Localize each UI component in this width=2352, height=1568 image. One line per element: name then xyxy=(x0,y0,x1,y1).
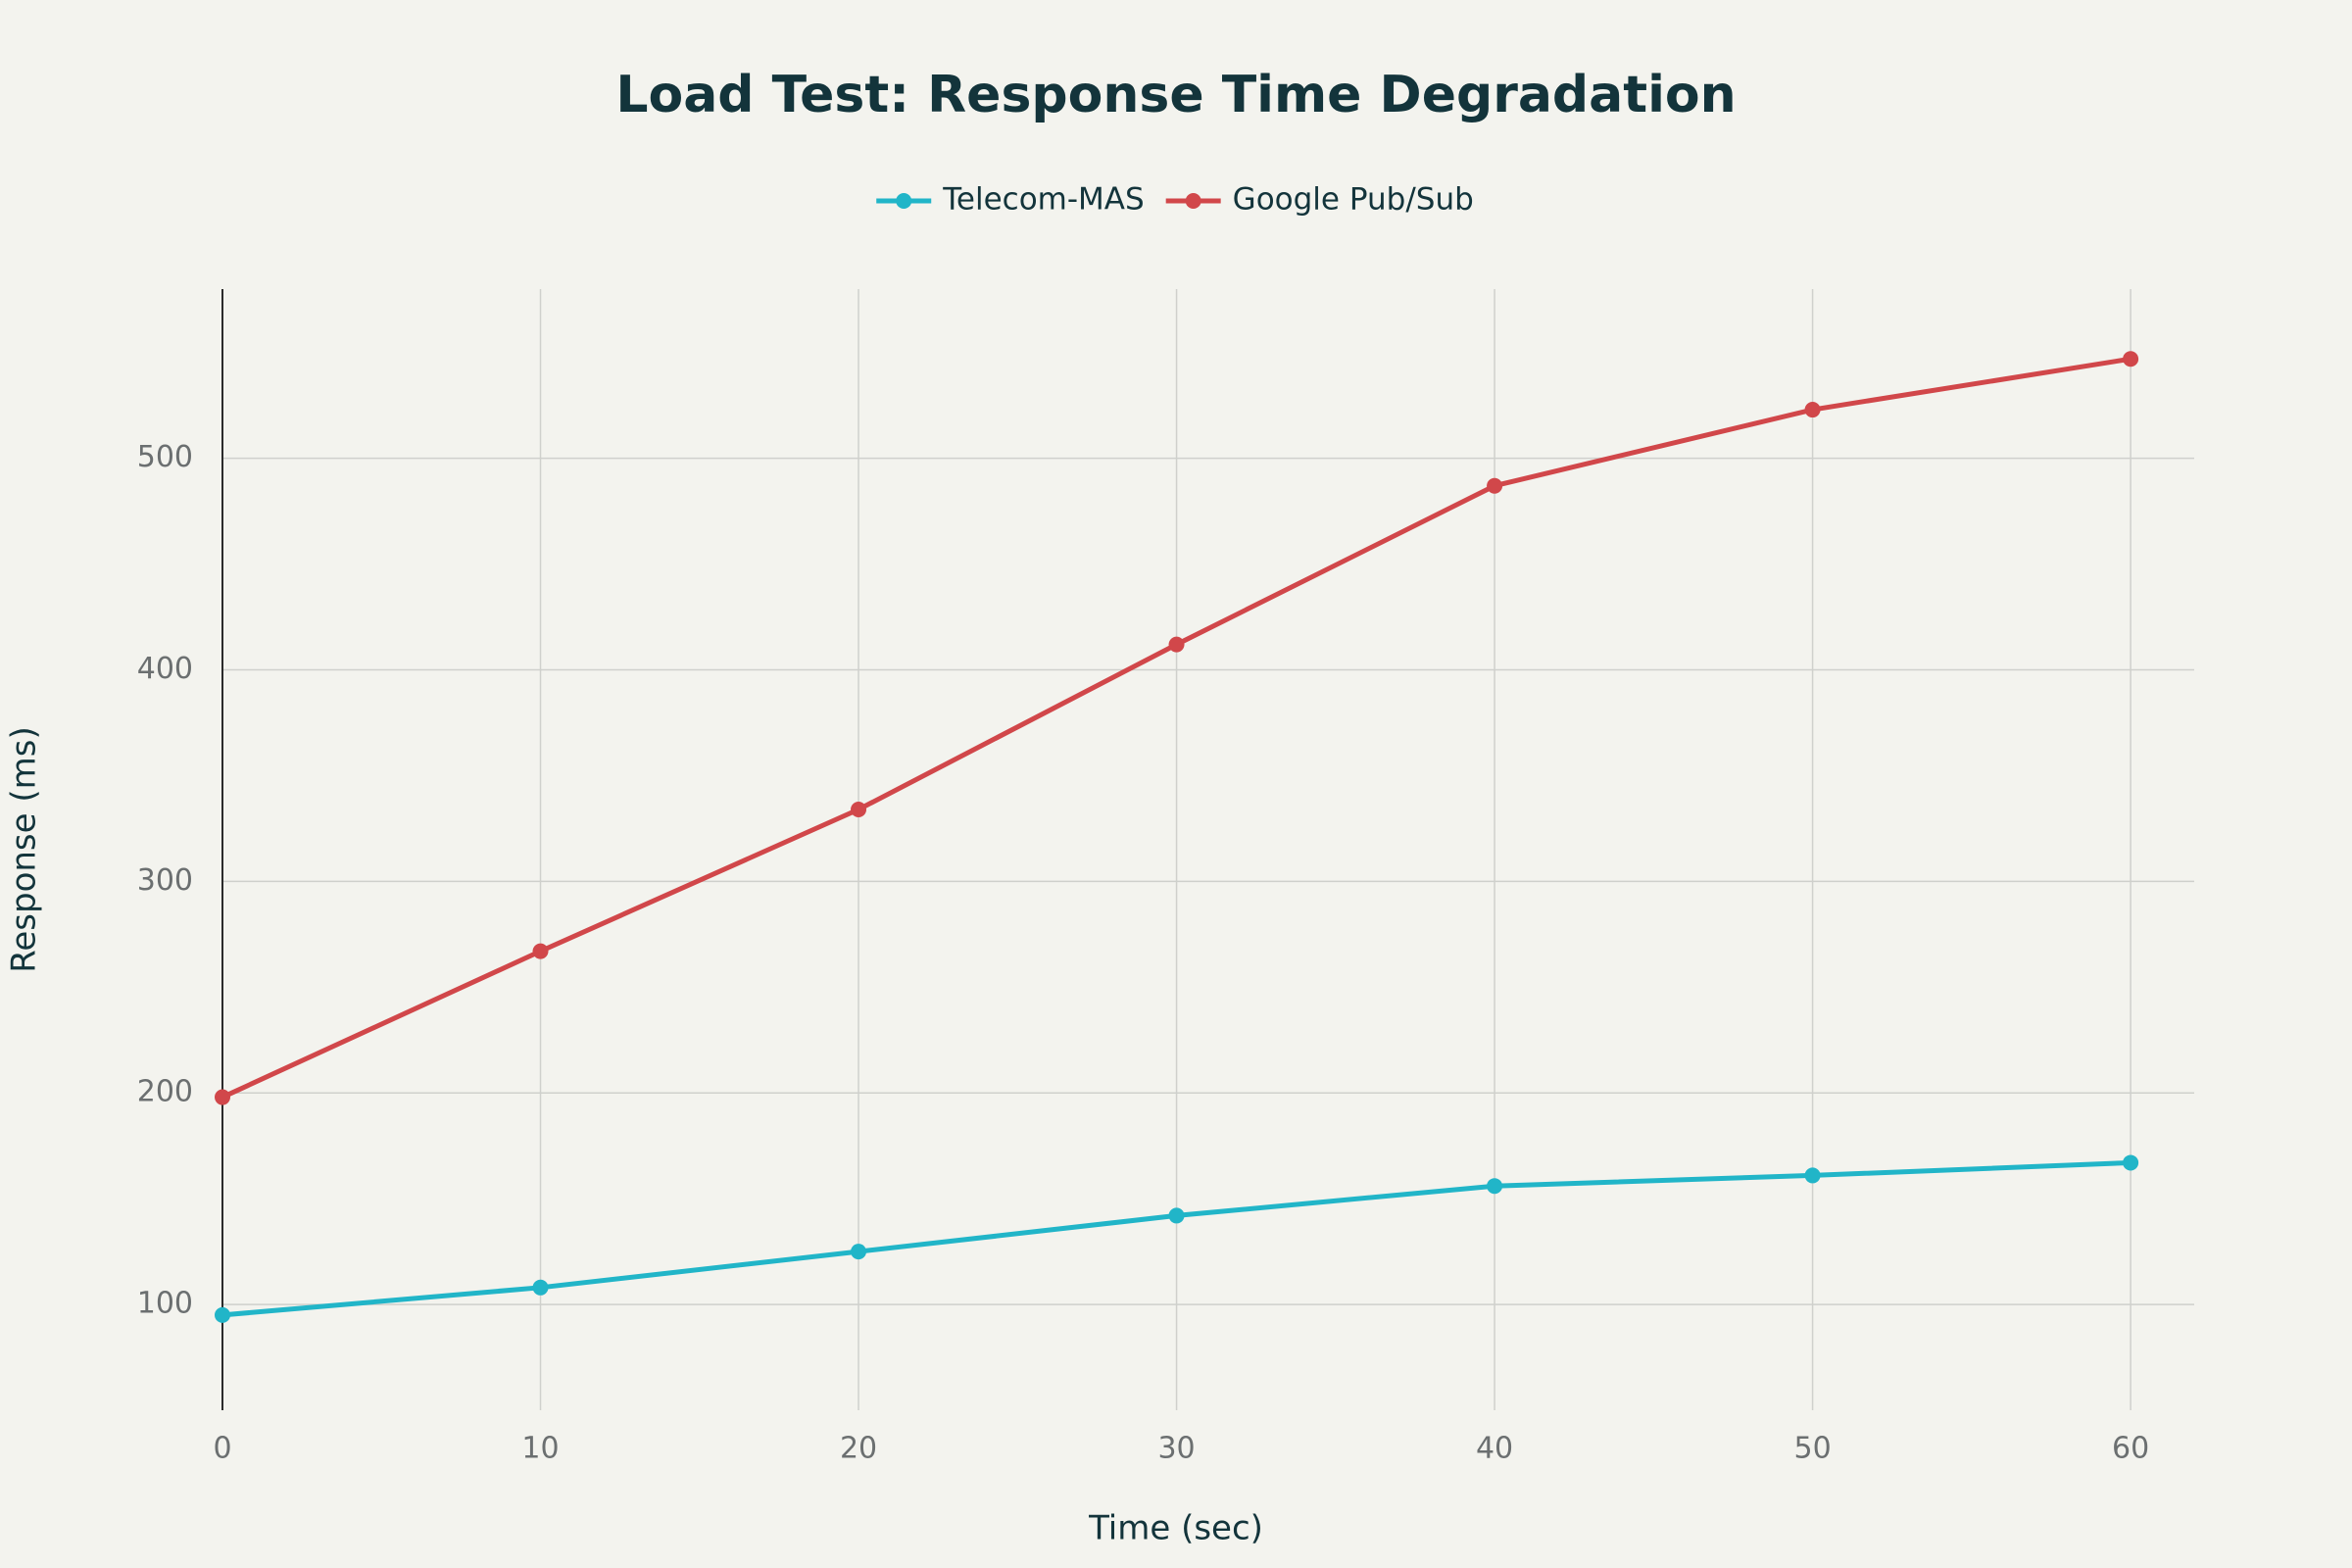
x-tick-label: 40 xyxy=(1476,1432,1513,1466)
y-tick-label: 500 xyxy=(137,440,193,474)
data-point xyxy=(215,1089,230,1105)
data-point xyxy=(215,1306,230,1323)
data-point xyxy=(532,943,549,959)
data-point xyxy=(2123,351,2139,368)
data-point xyxy=(1487,1178,1503,1195)
y-tick-label: 400 xyxy=(137,652,193,686)
legend-label: Google Pub/Sub xyxy=(1233,182,1474,218)
legend-marker xyxy=(896,193,912,209)
x-tick-label: 30 xyxy=(1157,1432,1195,1466)
x-tick-label: 20 xyxy=(840,1432,877,1466)
x-tick-label: 10 xyxy=(521,1432,559,1466)
x-tick-label: 0 xyxy=(213,1432,231,1466)
x-axis-title: Time (sec) xyxy=(1088,1509,1263,1548)
data-point xyxy=(2123,1154,2139,1171)
y-axis-title: Response (ms) xyxy=(5,726,44,972)
data-point xyxy=(1487,477,1503,494)
legend-label: Telecom-MAS xyxy=(942,182,1144,218)
y-tick-label: 100 xyxy=(137,1287,193,1321)
data-point xyxy=(1804,1167,1821,1184)
data-point xyxy=(1804,402,1821,418)
chart-title: Load Test: Response Time Degradation xyxy=(615,66,1736,124)
x-tick-label: 50 xyxy=(1793,1432,1831,1466)
data-point xyxy=(1168,636,1185,653)
data-point xyxy=(1168,1207,1185,1224)
y-tick-label: 300 xyxy=(137,863,193,898)
data-point xyxy=(532,1279,549,1296)
legend-marker xyxy=(1185,193,1201,209)
x-tick-label: 60 xyxy=(2112,1432,2149,1466)
data-point xyxy=(851,801,867,817)
data-point xyxy=(851,1244,867,1260)
y-tick-label: 200 xyxy=(137,1075,193,1109)
